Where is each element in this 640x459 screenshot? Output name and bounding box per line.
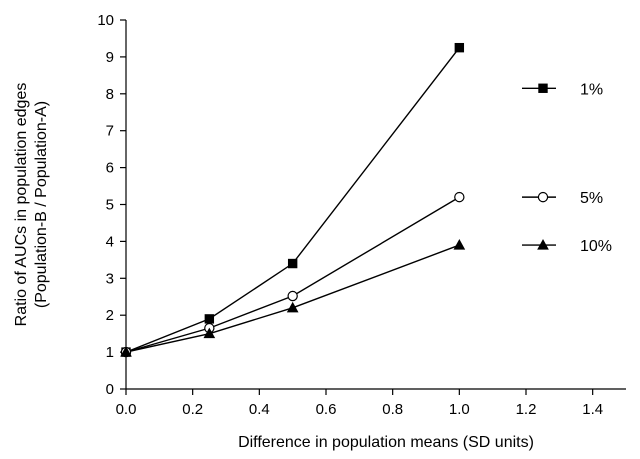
- series-3: [125, 244, 460, 353]
- y-tick-label: 2: [106, 307, 114, 324]
- y-tick-label: 0: [106, 381, 114, 398]
- series-line: [125, 47, 460, 353]
- legend-marker: [537, 191, 549, 203]
- axes: [125, 20, 626, 390]
- series-2: [125, 196, 460, 353]
- y-tick-label: 7: [106, 123, 114, 140]
- series-2-markers: [120, 191, 465, 358]
- data-point: [454, 42, 465, 53]
- data-point: [203, 327, 216, 339]
- data-point: [287, 290, 298, 302]
- legend-item: 5%: [522, 190, 603, 207]
- legend-label: 10%: [580, 238, 612, 255]
- y-tick-label: 6: [106, 160, 114, 177]
- x-tick-label: 1.0: [449, 401, 470, 418]
- legend-marker: [537, 239, 549, 250]
- x-tick-label: 1.2: [516, 401, 537, 418]
- series-line: [125, 196, 460, 353]
- y-tick-label: 5: [106, 197, 114, 214]
- x-tick-label: 0.8: [382, 401, 403, 418]
- data-point: [453, 239, 466, 250]
- x-axis-title: Difference in population means (SD units…: [238, 434, 534, 451]
- x-tick-label: 0.6: [316, 401, 337, 418]
- x-tick-label: 0.4: [249, 401, 270, 418]
- y-axis-title-line-1: Ratio of AUCs in population edges: [13, 83, 30, 327]
- data-point: [287, 258, 298, 269]
- legend-label: 1%: [580, 81, 603, 98]
- data-point: [286, 301, 299, 313]
- legend-label: 5%: [580, 190, 603, 207]
- legend-item: 1%: [522, 81, 603, 98]
- series-1: [125, 47, 460, 353]
- legend: 1% 5% 10%: [522, 81, 612, 255]
- y-tick-label: 4: [106, 233, 114, 250]
- data-point: [204, 314, 215, 324]
- x-tick-label: 0.2: [182, 401, 203, 418]
- legend-marker: [538, 83, 548, 93]
- y-tick-label: 3: [106, 270, 114, 287]
- x-tick-label: 0.0: [116, 401, 137, 418]
- y-tick-label: 9: [106, 49, 114, 66]
- y-tick-label: 1: [106, 344, 114, 361]
- legend-item: 10%: [522, 238, 612, 255]
- data-point: [454, 191, 465, 203]
- y-axis-title-line-2: (Population-B / Population-A): [33, 101, 50, 308]
- series-line: [125, 244, 460, 353]
- series-3-markers: [120, 239, 466, 357]
- y-tick-label: 10: [97, 12, 114, 29]
- ticks: 0 1 2 3 4 5 6 7 8 9 10 0.0 0.2 0.4 0.6 0.8 1.0 1.2 1.4: [97, 12, 603, 418]
- data-point: [120, 346, 132, 357]
- x-tick-label: 1.4: [582, 401, 603, 418]
- series-layer: [120, 42, 466, 358]
- y-tick-label: 8: [106, 86, 114, 103]
